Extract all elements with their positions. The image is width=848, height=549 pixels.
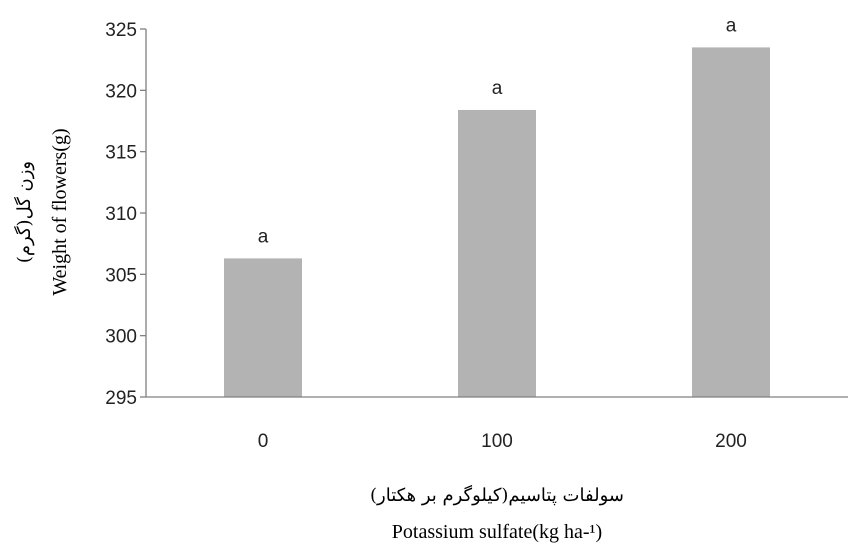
y-axis-title-persian: وزن گل(گرم)	[13, 161, 35, 263]
y-axis-ticks: 295 300 305 310 315 320 325	[105, 20, 146, 409]
y-tick-label: 300	[105, 327, 137, 348]
y-tick-label: 305	[105, 265, 137, 286]
x-tick-label: 0	[258, 431, 269, 452]
y-tick-label: 315	[105, 143, 137, 164]
y-tick-label: 310	[105, 204, 137, 225]
bar-0	[224, 258, 302, 397]
x-axis-ticks: 0 100 200	[258, 431, 747, 452]
y-tick-label: 325	[105, 20, 137, 41]
y-tick-label: 320	[105, 81, 137, 102]
bar-200	[692, 47, 770, 398]
x-axis-title-persian: سولفات پتاسیم(کیلوگرم بر هکتار)	[370, 484, 624, 506]
bar-data-labels: a a a	[258, 15, 737, 247]
x-tick-label: 100	[481, 431, 513, 452]
bar-data-label: a	[726, 15, 737, 36]
bar-data-label: a	[258, 226, 269, 247]
bars	[224, 47, 770, 398]
x-tick-label: 200	[715, 431, 747, 452]
y-tick-label: 295	[105, 388, 137, 409]
bar-data-label: a	[492, 78, 503, 99]
bar-100	[458, 109, 536, 398]
y-axis-title: Weight of flowers(g)	[49, 128, 71, 295]
x-axis-title: Potassium sulfate(kg ha-¹)	[392, 521, 602, 543]
